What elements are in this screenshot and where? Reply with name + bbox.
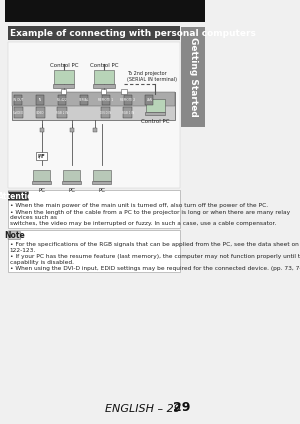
Text: RGB 2 IN: RGB 2 IN	[56, 111, 68, 114]
Text: 29: 29	[172, 401, 190, 414]
Bar	[8, 42, 180, 188]
Bar	[101, 89, 106, 94]
Text: LAN: LAN	[146, 98, 152, 102]
FancyBboxPatch shape	[8, 192, 29, 201]
Bar	[8, 26, 180, 40]
Bar	[94, 70, 114, 84]
Bar	[8, 230, 180, 272]
Bar	[63, 170, 80, 181]
Bar	[14, 95, 22, 105]
Text: PC: PC	[68, 188, 75, 193]
Bar	[124, 95, 132, 105]
Text: RS-422: RS-422	[57, 98, 68, 102]
Bar	[8, 190, 180, 228]
Bar	[14, 107, 23, 118]
Bar	[32, 181, 51, 184]
Text: Control PC: Control PC	[50, 63, 78, 68]
Bar	[58, 95, 66, 105]
Bar	[40, 128, 44, 132]
Text: VIDEO: VIDEO	[36, 111, 44, 114]
Bar	[5, 0, 205, 22]
Text: REMOTE 1: REMOTE 1	[98, 98, 113, 102]
Bar	[123, 107, 132, 118]
Bar	[12, 92, 175, 106]
Bar	[33, 170, 50, 181]
Bar	[93, 170, 110, 181]
Text: Note: Note	[4, 231, 25, 240]
Text: Example of connecting with personal computers: Example of connecting with personal comp…	[10, 28, 256, 38]
Bar	[121, 89, 127, 94]
Bar	[181, 27, 205, 127]
Bar	[35, 107, 45, 118]
Text: SERIAL: SERIAL	[79, 98, 89, 102]
Text: • For the specifications of the RGB signals that can be applied from the PC, see: • For the specifications of the RGB sign…	[10, 242, 300, 253]
Bar	[102, 95, 110, 105]
Bar	[54, 70, 74, 84]
Text: • When the length of the cable from a PC to the projector is long or when there : • When the length of the cable from a PC…	[10, 209, 290, 226]
Bar	[12, 92, 175, 120]
Bar	[93, 128, 97, 132]
Text: PC: PC	[38, 188, 45, 193]
Bar	[93, 84, 115, 88]
FancyBboxPatch shape	[8, 232, 21, 239]
Bar	[80, 95, 88, 105]
Bar	[53, 84, 74, 88]
Bar	[145, 112, 165, 115]
Bar	[146, 100, 165, 112]
Text: • If your PC has the resume feature (last memory), the computer may not function: • If your PC has the resume feature (las…	[10, 254, 300, 265]
Text: PC: PC	[98, 188, 105, 193]
Text: I/F: I/F	[38, 153, 46, 159]
Text: Control PC: Control PC	[141, 119, 170, 124]
Text: To 2nd projector
(SERIAL IN terminal): To 2nd projector (SERIAL IN terminal)	[127, 71, 176, 82]
Text: Attention: Attention	[0, 192, 39, 201]
Bar	[62, 181, 81, 184]
Bar	[36, 152, 47, 160]
Text: • When using the DVI-D input, EDID settings may be required for the connected de: • When using the DVI-D input, EDID setti…	[10, 266, 300, 271]
Text: REMOTE 2: REMOTE 2	[120, 98, 135, 102]
Text: IN OUT: IN OUT	[13, 98, 23, 102]
Text: IN: IN	[39, 98, 42, 102]
Bar	[92, 181, 111, 184]
Text: • When the main power of the main unit is turned off, also turn off the power of: • When the main power of the main unit i…	[10, 203, 268, 208]
Bar	[36, 95, 44, 105]
Bar	[57, 107, 67, 118]
Bar	[70, 128, 74, 132]
Text: Control PC: Control PC	[90, 63, 118, 68]
Text: Getting Started: Getting Started	[189, 37, 198, 117]
Text: RGB 1 IN: RGB 1 IN	[122, 111, 134, 114]
Text: S-VIDEO: S-VIDEO	[13, 111, 24, 114]
Bar	[146, 95, 153, 105]
Text: ENGLISH – 29: ENGLISH – 29	[105, 404, 181, 414]
Text: DVI-D IN: DVI-D IN	[100, 111, 111, 114]
Bar	[101, 107, 110, 118]
Bar	[61, 89, 66, 94]
